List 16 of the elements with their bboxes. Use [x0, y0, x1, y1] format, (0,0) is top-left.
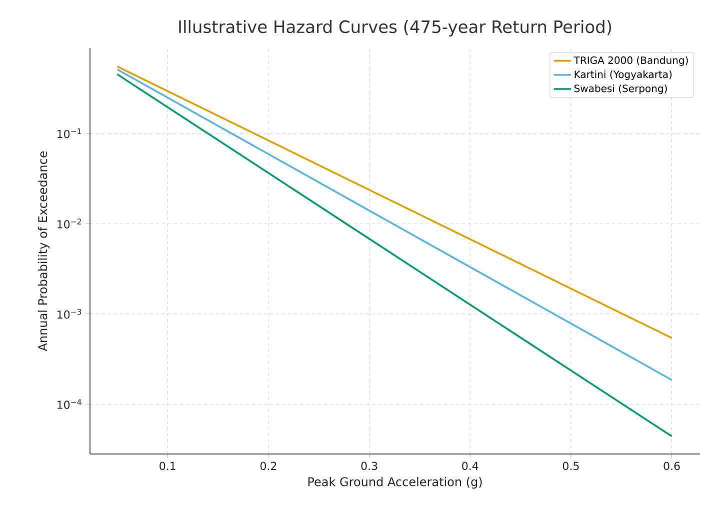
x-tick-label: 0.4: [462, 462, 478, 470]
y-tick-label: 10$^{−2}$: [58, 218, 81, 228]
y-tick-label: 10$^{−3}$: [58, 308, 82, 319]
x-tick-label: 0.1: [160, 462, 176, 470]
y-axis-title: Annual Probability of Exceedance: [38, 151, 50, 352]
x-tick-label: 0.6: [664, 462, 680, 470]
x-axis-title: Peak Ground Acceleration (g): [308, 477, 482, 489]
x-tick-label: 0.2: [260, 462, 276, 470]
x-tick-label: 0.5: [562, 462, 579, 470]
y-tick-label: 10$^{−1}$: [58, 128, 81, 138]
chart-title: Illustrative Hazard Curves (475-year Return Period): [179, 20, 612, 36]
legend-label: Swabesi (Serpong): [574, 84, 667, 94]
legend-label: Kartini (Yogyakarta): [574, 70, 672, 80]
legend-label: TRIGA 2000 (Bandung): [574, 56, 688, 66]
y-tick-label: 10$^{−4}$: [58, 399, 82, 409]
x-tick-label: 0.3: [361, 462, 378, 470]
